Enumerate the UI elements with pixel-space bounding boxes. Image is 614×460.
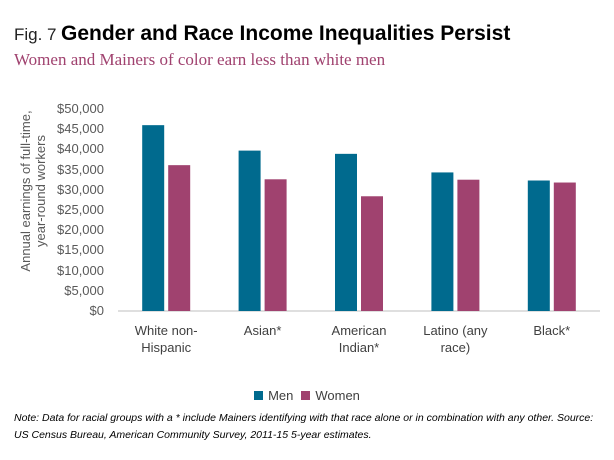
header: Fig. 7 Gender and Race Income Inequaliti… bbox=[14, 22, 510, 46]
x-tick-label: Asian* bbox=[243, 323, 282, 338]
y-tick-label: $25,000 bbox=[57, 202, 104, 217]
chart-title: Gender and Race Income Inequalities Pers… bbox=[60, 22, 511, 45]
y-tick-label: $5,000 bbox=[64, 282, 104, 298]
y-tick-label: $10,000 bbox=[57, 262, 104, 278]
bar bbox=[335, 153, 357, 311]
legend-swatch bbox=[254, 391, 264, 400]
bar bbox=[168, 165, 191, 311]
y-tick-label: $40,000 bbox=[57, 141, 104, 157]
legend-label: Women bbox=[315, 388, 360, 403]
y-tick-label: $35,000 bbox=[57, 161, 104, 177]
y-tick-label: $30,000 bbox=[57, 181, 104, 197]
bar bbox=[238, 150, 261, 311]
y-tick-label: $50,000 bbox=[57, 101, 104, 116]
x-tick-label: White non-Hispanic bbox=[134, 323, 198, 355]
bar bbox=[527, 180, 550, 311]
legend-swatch bbox=[301, 391, 311, 400]
bar bbox=[361, 196, 383, 311]
y-tick-label: $15,000 bbox=[57, 242, 104, 258]
y-tick-label: $45,000 bbox=[57, 121, 104, 137]
y-tick-label: $0 bbox=[89, 303, 104, 318]
legend-label: Men bbox=[268, 388, 294, 403]
x-tick-label: American Indian* bbox=[331, 323, 387, 355]
bar bbox=[457, 179, 480, 311]
bar bbox=[553, 182, 576, 311]
x-tick-label: Black* bbox=[533, 323, 571, 338]
legend-item: Women bbox=[301, 388, 360, 403]
legend: Men Women bbox=[0, 388, 614, 403]
chart-subtitle: Women and Mainers of color earn less tha… bbox=[14, 50, 386, 69]
y-tick-label: $20,000 bbox=[57, 222, 104, 238]
bar bbox=[431, 172, 454, 311]
legend-item: Men bbox=[254, 388, 293, 403]
footnote: Note: Data for racial groups with a * in… bbox=[14, 412, 594, 441]
x-tick-label: Latino (any race) bbox=[423, 323, 488, 355]
bar bbox=[142, 125, 165, 311]
bar bbox=[264, 179, 287, 311]
figure-label: Fig. 7 bbox=[14, 25, 57, 44]
